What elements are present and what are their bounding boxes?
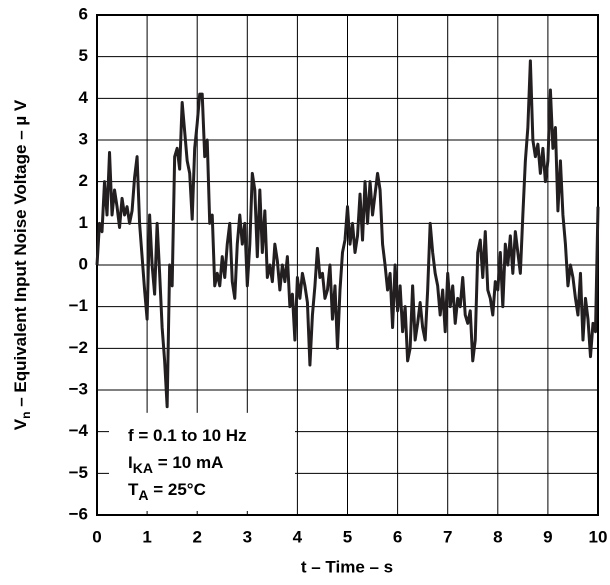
x-tick-label: 3 — [243, 527, 252, 546]
x-tick-label: 10 — [589, 527, 608, 546]
x-tick-label: 7 — [443, 527, 452, 546]
y-tick-label: −1 — [69, 296, 88, 315]
noise-line — [95, 59, 600, 409]
x-tick-label: 2 — [192, 527, 201, 546]
y-tick-label: −3 — [69, 379, 88, 398]
y-axis-label: Vn – Equivalent Input Noise Voltage – µ … — [11, 99, 33, 430]
annotation-main: T — [128, 480, 139, 499]
annotation: TA = 25°C — [128, 480, 206, 502]
y-label-subscript: n — [19, 412, 33, 419]
annotation-rest: = 25°C — [149, 480, 206, 499]
y-label-text: – Equivalent Input Noise Voltage – µ V — [11, 99, 30, 411]
y-tick-label: 3 — [79, 129, 88, 148]
x-axis-label: t – Time – s — [301, 557, 393, 576]
x-tick-label: 1 — [142, 527, 151, 546]
y-tick-label: 0 — [79, 254, 88, 273]
y-tick-label: −5 — [69, 463, 88, 482]
x-tick-label: 0 — [92, 527, 101, 546]
y-tick-label: −6 — [69, 504, 88, 523]
annotation: f = 0.1 to 10 Hz — [128, 426, 247, 445]
x-tick-label: 9 — [543, 527, 552, 546]
y-tick-label: 2 — [79, 171, 88, 190]
y-tick-label: −4 — [69, 421, 89, 440]
y-tick-label: 4 — [79, 88, 89, 107]
y-label-symbol: V — [11, 418, 30, 430]
x-tick-label: 6 — [393, 527, 402, 546]
y-tick-label: 5 — [79, 46, 88, 65]
annotation-main: I — [128, 453, 133, 472]
annotation: IKA = 10 mA — [128, 453, 223, 475]
annotation-main: f = 0.1 to 10 Hz — [128, 426, 247, 445]
annotation-subscript: KA — [133, 460, 153, 476]
annotation-subscript: A — [138, 487, 148, 503]
annotation-box — [109, 412, 295, 511]
y-tick-label: 1 — [79, 213, 88, 232]
x-tick-label: 4 — [293, 527, 303, 546]
x-tick-label: 8 — [493, 527, 502, 546]
x-tick-label: 5 — [343, 527, 352, 546]
annotation-rest: = 10 mA — [153, 453, 223, 472]
y-tick-label: 6 — [79, 4, 88, 23]
y-tick-label: −2 — [69, 338, 88, 357]
